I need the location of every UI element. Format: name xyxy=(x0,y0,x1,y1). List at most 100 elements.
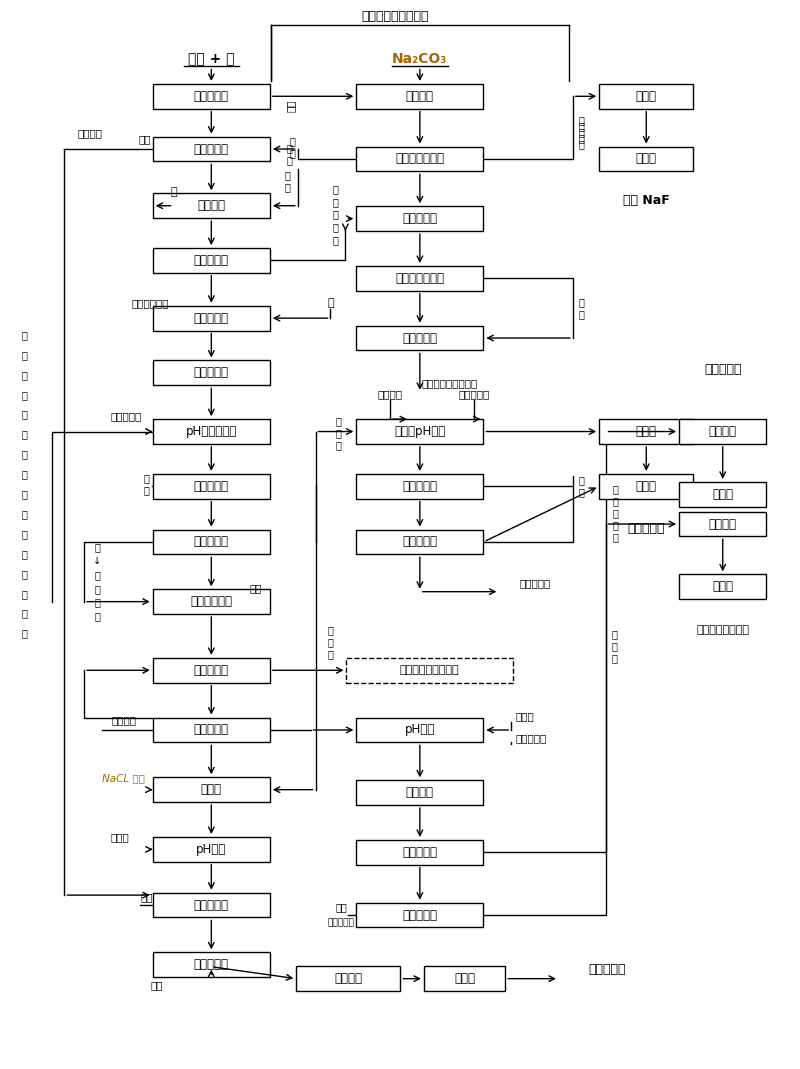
Text: 液: 液 xyxy=(335,440,342,450)
Text: 高盐水处理: 高盐水处理 xyxy=(328,918,355,928)
Text: 酸泥预处理: 酸泥预处理 xyxy=(194,90,229,103)
Text: 处理后排放: 处理后排放 xyxy=(519,577,550,588)
Text: 沉淀与溢流: 沉淀与溢流 xyxy=(402,480,438,493)
Text: 一级沉淀与溢流: 一级沉淀与溢流 xyxy=(395,153,444,166)
Text: 滤: 滤 xyxy=(94,542,100,552)
Text: 沉淀底流: 沉淀底流 xyxy=(112,715,137,725)
Text: 液: 液 xyxy=(285,182,290,191)
Text: 涤: 涤 xyxy=(333,197,338,206)
Bar xyxy=(599,474,694,498)
Text: 高: 高 xyxy=(22,390,27,400)
Text: 沉淀与溢流: 沉淀与溢流 xyxy=(194,724,229,737)
Bar xyxy=(356,83,483,109)
Text: 流: 流 xyxy=(611,641,618,651)
Text: 稀硫酸: 稀硫酸 xyxy=(515,711,534,722)
Bar xyxy=(153,657,270,683)
Bar xyxy=(153,529,270,555)
Bar xyxy=(153,589,270,614)
Bar xyxy=(346,657,514,683)
Bar xyxy=(356,206,483,231)
Text: 研　磨: 研 磨 xyxy=(712,487,734,500)
Text: 液: 液 xyxy=(578,309,585,320)
Text: 真空干燥: 真空干燥 xyxy=(709,517,737,530)
Text: 溢: 溢 xyxy=(611,630,618,639)
Text: 液: 液 xyxy=(144,485,150,495)
Text: 溢流液循环加热水解: 溢流液循环加热水解 xyxy=(362,11,429,24)
Text: 滤: 滤 xyxy=(285,170,290,180)
Text: 一: 一 xyxy=(22,608,27,619)
Bar xyxy=(153,474,270,498)
Text: 包　装: 包 装 xyxy=(454,972,475,986)
Text: 沉淀与溢流: 沉淀与溢流 xyxy=(194,480,229,493)
Text: NaCL 溶液: NaCL 溶液 xyxy=(102,773,145,783)
Text: 流: 流 xyxy=(327,637,334,648)
Text: 研　磨: 研 磨 xyxy=(712,580,734,593)
Text: 液碱: 液碱 xyxy=(249,583,262,592)
Bar xyxy=(679,512,766,537)
Text: 滤: 滤 xyxy=(333,222,338,233)
Bar xyxy=(599,146,694,171)
Text: pH调节: pH调节 xyxy=(405,724,435,737)
Bar xyxy=(679,482,766,507)
Text: 浸: 浸 xyxy=(22,629,27,638)
Text: 环: 环 xyxy=(22,350,27,360)
Text: 饼: 饼 xyxy=(578,133,585,143)
Bar xyxy=(356,902,483,928)
Text: 沉淀与溢流: 沉淀与溢流 xyxy=(194,899,229,912)
Text: 水: 水 xyxy=(327,298,334,308)
Text: 沉淀与溢流: 沉淀与溢流 xyxy=(402,846,438,858)
Text: 滤饼至冶炼提取金属: 滤饼至冶炼提取金属 xyxy=(400,665,460,676)
Text: 碱: 碱 xyxy=(22,490,27,499)
Text: 过滤与洗涤: 过滤与洗涤 xyxy=(194,367,229,379)
Text: 水: 水 xyxy=(170,187,177,197)
Bar xyxy=(153,717,270,742)
Text: 研　磨: 研 磨 xyxy=(636,153,657,166)
Text: 一: 一 xyxy=(94,598,100,607)
Text: 加热水解: 加热水解 xyxy=(198,199,226,213)
Text: 后: 后 xyxy=(613,508,618,518)
Text: 滤液: 滤液 xyxy=(138,134,151,144)
Text: 滤: 滤 xyxy=(144,474,150,483)
Text: 亚硫酸钠: 亚硫酸钠 xyxy=(378,389,402,399)
Bar xyxy=(356,840,483,865)
Text: 至: 至 xyxy=(94,584,100,593)
Text: 滤: 滤 xyxy=(578,297,585,307)
Text: 过滤与洗涤: 过滤与洗涤 xyxy=(194,254,229,267)
Text: 溢: 溢 xyxy=(578,115,585,125)
Text: 洗: 洗 xyxy=(333,184,338,193)
Text: 后: 后 xyxy=(22,370,27,379)
Text: 干　燥: 干 燥 xyxy=(636,90,657,103)
Text: 水: 水 xyxy=(22,430,27,439)
Text: 流: 流 xyxy=(335,429,342,438)
Text: 一步硫化: 一步硫化 xyxy=(406,786,434,800)
Text: 循: 循 xyxy=(22,330,27,340)
Text: 滤液: 滤液 xyxy=(335,902,347,912)
Text: 饼: 饼 xyxy=(613,532,618,542)
Text: 过滤与洗涤: 过滤与洗涤 xyxy=(194,664,229,677)
Text: 为: 为 xyxy=(22,469,27,479)
Text: 产品 NaF: 产品 NaF xyxy=(623,195,670,207)
Bar xyxy=(356,529,483,555)
Text: 单质硒产品: 单质硒产品 xyxy=(627,522,665,534)
Text: 滤: 滤 xyxy=(613,520,618,530)
Text: 过滤与分离: 过滤与分离 xyxy=(402,909,438,921)
Text: 滤: 滤 xyxy=(287,143,293,153)
Bar xyxy=(356,717,483,742)
Bar xyxy=(599,419,694,444)
Text: 稀硫酸: 稀硫酸 xyxy=(110,833,129,842)
Text: 后: 后 xyxy=(333,210,338,219)
Text: 液: 液 xyxy=(287,155,293,165)
Text: 至: 至 xyxy=(22,589,27,599)
Text: 浸: 浸 xyxy=(94,611,100,621)
Bar xyxy=(153,248,270,273)
Text: 滤饼: 滤饼 xyxy=(150,980,163,990)
Bar xyxy=(424,966,506,991)
Text: 液: 液 xyxy=(578,139,585,149)
Bar xyxy=(679,419,766,444)
Text: 饼: 饼 xyxy=(94,570,100,579)
Text: 过滤与分离: 过滤与分离 xyxy=(402,331,438,344)
Text: 滤液: 滤液 xyxy=(286,100,296,112)
Bar xyxy=(296,966,401,991)
Bar xyxy=(153,193,270,218)
Bar xyxy=(356,266,483,291)
